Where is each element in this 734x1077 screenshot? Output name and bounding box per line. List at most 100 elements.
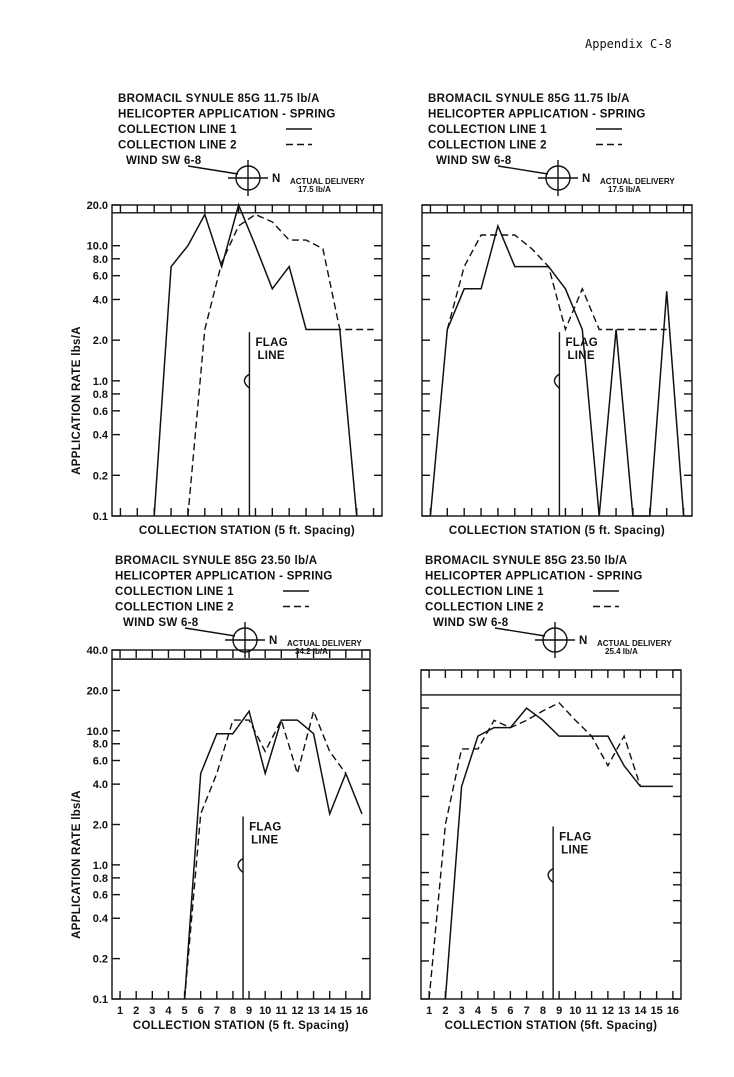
x-tick-label: 11 — [586, 1005, 598, 1017]
x-tick-label: 14 — [324, 1005, 337, 1017]
flag-label: FLAG — [565, 337, 598, 349]
legend-entry-label: COLLECTION LINE 2 — [115, 602, 234, 614]
x-tick-label: 2 — [442, 1005, 448, 1017]
x-tick-label: 2 — [133, 1005, 139, 1017]
actual-delivery-value: 34.2 lb/A — [295, 647, 328, 656]
series-line-1 — [153, 202, 358, 517]
actual-delivery-label: ACTUAL DELIVERY — [600, 177, 675, 186]
compass-north-label: N — [579, 635, 588, 647]
x-tick-label: 1 — [117, 1005, 123, 1017]
flag-label: FLAG — [255, 337, 288, 349]
x-tick-label: 16 — [356, 1005, 368, 1017]
plot-frame — [421, 204, 693, 517]
x-tick-label: 12 — [602, 1005, 614, 1017]
actual-delivery-label: ACTUAL DELIVERY — [597, 639, 672, 648]
x-axis-label: COLLECTION STATION (5 ft. Spacing) — [133, 1020, 349, 1032]
compass-north-label: N — [269, 635, 278, 647]
legend-entry-label: COLLECTION LINE 1 — [118, 124, 237, 136]
page-header: Appendix C-8 — [585, 37, 672, 51]
plot-frame — [111, 649, 371, 1000]
y-tick-label: 0.1 — [93, 511, 108, 523]
chart-panel-4: BROMACIL SYNULE 85G 23.50 lb/A HELICOPTER… — [420, 555, 682, 1032]
chart-title-line: BROMACIL SYNULE 85G 23.50 lb/A — [115, 555, 317, 567]
y-tick-label: 0.2 — [93, 470, 108, 482]
x-tick-label: 15 — [340, 1005, 352, 1017]
flag-label: LINE — [251, 835, 278, 847]
y-tick-label: 20.0 — [87, 685, 108, 697]
legend-entry-label: COLLECTION LINE 1 — [428, 124, 547, 136]
x-tick-label: 14 — [634, 1005, 647, 1017]
legend-entry-label: COLLECTION LINE 2 — [425, 602, 544, 614]
chart-title-line: HELICOPTER APPLICATION - SPRING — [118, 109, 336, 121]
y-tick-label: 0.4 — [93, 430, 109, 442]
chart-title-line: BROMACIL SYNULE 85G 11.75 lb/A — [428, 93, 630, 105]
y-axis-label: APPLICATION RATE lbs/A — [71, 326, 83, 475]
x-tick-label: 9 — [246, 1005, 252, 1017]
chart-panel-1: BROMACIL SYNULE 85G 11.75 lb/A HELICOPTER… — [71, 93, 383, 537]
actual-delivery-label: ACTUAL DELIVERY — [287, 639, 362, 648]
x-axis-label: COLLECTION STATION (5 ft. Spacing) — [139, 525, 355, 537]
legend-entry-label: COLLECTION LINE 2 — [118, 140, 237, 152]
y-tick-label: 20.0 — [87, 200, 108, 212]
y-tick-label: 2.0 — [93, 335, 108, 347]
chart-title-line: BROMACIL SYNULE 85G 11.75 lb/A — [118, 93, 320, 105]
legend-entry-label: COLLECTION LINE 2 — [428, 140, 547, 152]
x-tick-label: 11 — [275, 1005, 287, 1017]
x-tick-label: 15 — [651, 1005, 663, 1017]
actual-delivery-value: 17.5 lb/A — [298, 185, 331, 194]
flag-line-pointer — [237, 857, 244, 874]
x-tick-label: 10 — [569, 1005, 581, 1017]
x-tick-label: 8 — [540, 1005, 546, 1017]
x-tick-label: 1 — [426, 1005, 432, 1017]
y-tick-label: 0.6 — [93, 406, 108, 418]
y-tick-label: 4.0 — [93, 779, 108, 791]
x-tick-label: 7 — [524, 1005, 530, 1017]
series-line-1 — [429, 223, 685, 517]
compass-icon — [497, 160, 578, 196]
y-tick-label: 0.1 — [93, 994, 108, 1006]
flag-line-pointer — [547, 867, 554, 884]
compass-icon — [187, 160, 268, 196]
compass-icon — [494, 622, 575, 658]
y-tick-label: 10.0 — [87, 726, 108, 738]
y-tick-label: 6.0 — [93, 756, 108, 768]
wind-label: WIND SW 6-8 — [436, 155, 512, 167]
x-tick-label: 13 — [618, 1005, 630, 1017]
x-tick-label: 8 — [230, 1005, 236, 1017]
flag-label: LINE — [257, 350, 284, 362]
x-tick-label: 3 — [459, 1005, 465, 1017]
wind-label: WIND SW 6-8 — [433, 617, 509, 629]
x-tick-label: 5 — [182, 1005, 188, 1017]
y-tick-label: 8.0 — [93, 739, 108, 751]
series-line-2 — [183, 708, 347, 1000]
y-tick-label: 10.0 — [87, 241, 108, 253]
x-tick-label: 3 — [149, 1005, 155, 1017]
legend-entry-label: COLLECTION LINE 1 — [115, 586, 234, 598]
flag-line-pointer — [243, 373, 250, 389]
series-line-2 — [187, 213, 374, 517]
chart-title-line: BROMACIL SYNULE 85G 23.50 lb/A — [425, 555, 627, 567]
plot-frame — [420, 669, 682, 1000]
y-tick-label: 0.2 — [93, 954, 108, 966]
x-axis-label: COLLECTION STATION (5ft. Spacing) — [445, 1020, 658, 1032]
x-tick-label: 12 — [291, 1005, 303, 1017]
actual-delivery-value: 25.4 lb/A — [605, 647, 638, 656]
x-tick-label: 16 — [667, 1005, 679, 1017]
series-line-1 — [444, 707, 673, 1000]
flag-label: FLAG — [559, 832, 592, 844]
compass-north-label: N — [272, 173, 281, 185]
x-tick-label: 4 — [475, 1005, 482, 1017]
chart-panel-2: BROMACIL SYNULE 85G 11.75 lb/A HELICOPTER… — [421, 93, 693, 537]
flag-label: LINE — [561, 845, 588, 857]
x-tick-label: 10 — [259, 1005, 271, 1017]
y-tick-label: 2.0 — [93, 820, 108, 832]
y-tick-label: 0.8 — [93, 873, 108, 885]
series-line-2 — [428, 701, 642, 1000]
x-tick-label: 7 — [214, 1005, 220, 1017]
x-tick-label: 6 — [198, 1005, 204, 1017]
y-tick-label: 40.0 — [87, 645, 108, 657]
legend-entry-label: COLLECTION LINE 1 — [425, 586, 544, 598]
flag-label: FLAG — [249, 822, 282, 834]
x-tick-label: 5 — [491, 1005, 497, 1017]
